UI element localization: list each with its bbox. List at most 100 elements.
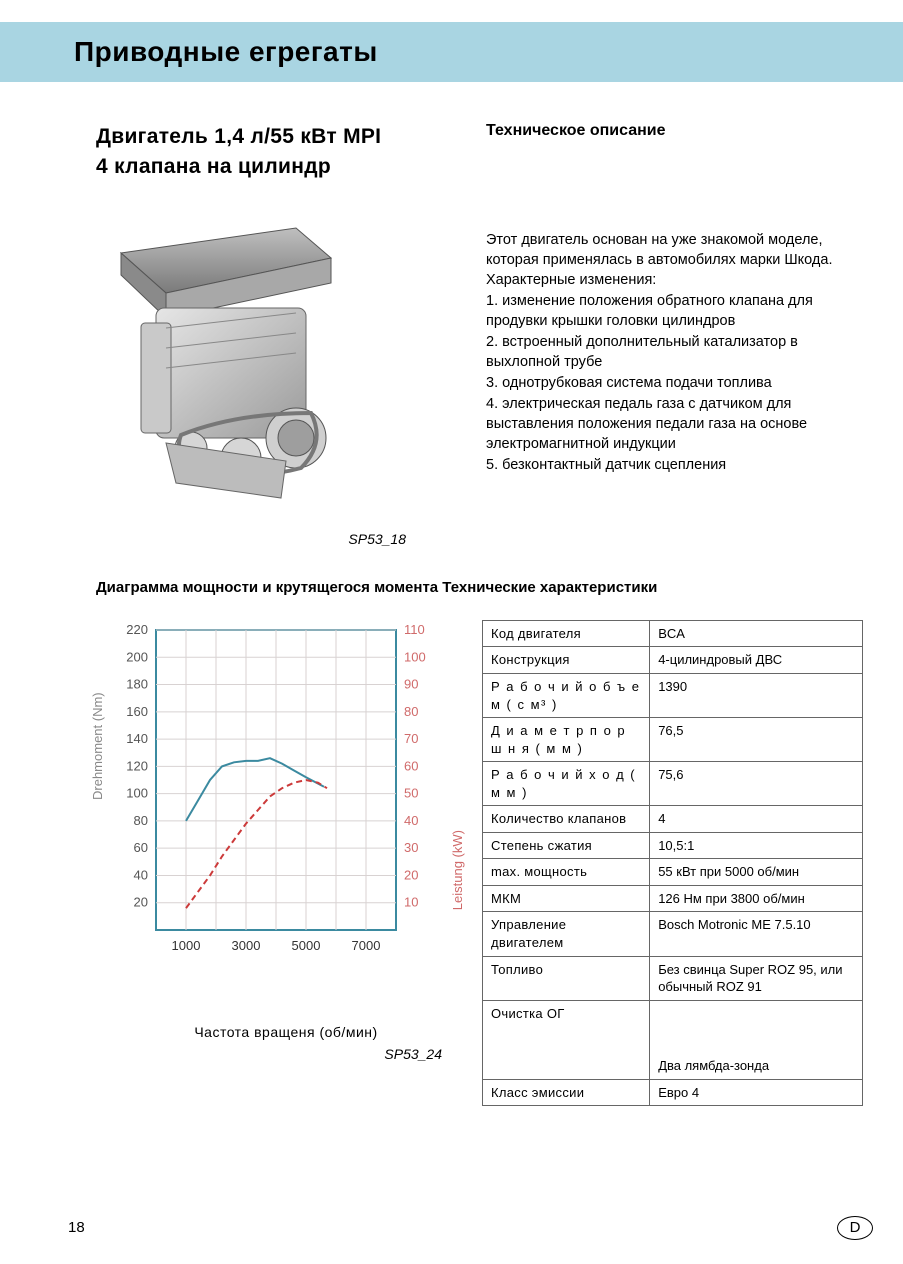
engine-title: Двигатель 1,4 л/55 кВт MPI 4 клапана на … <box>96 122 456 183</box>
spec-label: Топливо <box>483 956 650 1000</box>
svg-text:70: 70 <box>404 731 418 746</box>
svg-text:140: 140 <box>126 731 148 746</box>
svg-text:7000: 7000 <box>352 938 381 953</box>
x-axis-label: Частота вращеня (об/мин) <box>126 1024 446 1040</box>
left-column: Двигатель 1,4 л/55 кВт MPI 4 клапана на … <box>96 122 456 543</box>
tech-desc-item: 1. изменение положения обратного клапана… <box>486 291 843 331</box>
svg-text:80: 80 <box>404 704 418 719</box>
tech-desc-list: 1. изменение положения обратного клапана… <box>486 291 843 475</box>
language-badge: D <box>837 1216 873 1240</box>
svg-text:200: 200 <box>126 649 148 664</box>
spec-value: BCA <box>650 620 863 647</box>
spec-label: Степень сжатия <box>483 832 650 859</box>
svg-text:220: 220 <box>126 622 148 637</box>
spec-label: Код двигателя <box>483 620 650 647</box>
svg-text:40: 40 <box>134 867 148 882</box>
chart-figure-label: SP53_24 <box>96 1046 442 1062</box>
svg-text:20: 20 <box>134 895 148 910</box>
tech-desc-item: 4. электрическая педаль газа с датчиком … <box>486 394 843 454</box>
spec-label: Класс эмиссии <box>483 1079 650 1106</box>
svg-text:100: 100 <box>404 649 426 664</box>
table-row: Управление двигателемBosch Motronic ME 7… <box>483 912 863 956</box>
tech-desc-intro: Этот двигатель основан на уже знакомой м… <box>486 230 843 290</box>
table-row: Д и а м е т р п о р ш н я ( м м )76,5 <box>483 718 863 762</box>
engine-svg <box>96 213 366 513</box>
svg-text:60: 60 <box>404 758 418 773</box>
chart-wrap: Drehmoment (Nm) Leistung (kW) 2040608010… <box>96 620 446 1020</box>
svg-text:5000: 5000 <box>292 938 321 953</box>
table-row: МКМ126 Нм при 3800 об/мин <box>483 885 863 912</box>
table-row: Очистка ОГ Два лямбда-зонда <box>483 1000 863 1079</box>
left-axis-label: Drehmoment (Nm) <box>90 692 105 800</box>
spec-label: Управление двигателем <box>483 912 650 956</box>
tech-desc-title: Техническое описание <box>486 122 843 140</box>
engine-figure: SP53_18 <box>96 213 386 543</box>
page-title: Приводные егрегаты <box>74 36 903 68</box>
svg-text:20: 20 <box>404 867 418 882</box>
page-number: 18 <box>68 1219 85 1236</box>
svg-text:50: 50 <box>404 786 418 801</box>
table-row: Р а б о ч и й х о д ( м м )75,6 <box>483 762 863 806</box>
spec-label: Р а б о ч и й х о д ( м м ) <box>483 762 650 806</box>
spec-value: Евро 4 <box>650 1079 863 1106</box>
section2-row: Drehmoment (Nm) Leistung (kW) 2040608010… <box>96 620 863 1106</box>
spec-column: Код двигателяBCAКонструкция4-цилиндровый… <box>482 620 863 1106</box>
tech-desc-body: Этот двигатель основан на уже знакомой м… <box>486 230 843 475</box>
table-row: max. мощность55 кВт при 5000 об/мин <box>483 859 863 886</box>
spec-value: 4-цилиндровый ДВС <box>650 647 863 674</box>
section-chart-spec: Диаграмма мощности и крутящегося момента… <box>0 543 903 1106</box>
right-column: Техническое описание Этот двигатель осно… <box>486 122 843 543</box>
section2-title: Диаграмма мощности и крутящегося момента… <box>96 579 863 596</box>
spec-value: 126 Нм при 3800 об/мин <box>650 885 863 912</box>
spec-label: max. мощность <box>483 859 650 886</box>
table-row: ТопливоБез свинца Super ROZ 95, или обыч… <box>483 956 863 1000</box>
tech-desc-item: 3. однотрубковая система подачи топлива <box>486 373 843 393</box>
svg-text:160: 160 <box>126 704 148 719</box>
svg-text:110: 110 <box>404 622 425 637</box>
tech-desc-item: 2. встроенный дополнительный катализатор… <box>486 332 843 372</box>
spec-label: Количество клапанов <box>483 806 650 833</box>
svg-text:1000: 1000 <box>172 938 201 953</box>
spec-value: Bosch Motronic ME 7.5.10 <box>650 912 863 956</box>
spec-value: 1390 <box>650 673 863 717</box>
spec-value: Два лямбда-зонда <box>650 1000 863 1079</box>
svg-text:3000: 3000 <box>232 938 261 953</box>
spec-label: Р а б о ч и й о б ъ е м ( с м³ ) <box>483 673 650 717</box>
table-row: Класс эмиссииЕвро 4 <box>483 1079 863 1106</box>
svg-text:80: 80 <box>134 813 148 828</box>
right-axis-label: Leistung (kW) <box>450 830 465 910</box>
engine-illustration <box>96 213 366 513</box>
power-torque-chart: 20 40 60 80 100 120 140 160 180 200 220 10 20 30 40 50 6… <box>96 620 446 980</box>
table-row: Код двигателяBCA <box>483 620 863 647</box>
spec-label: Очистка ОГ <box>483 1000 650 1079</box>
table-row: Р а б о ч и й о б ъ е м ( с м³ )1390 <box>483 673 863 717</box>
spec-value: 76,5 <box>650 718 863 762</box>
chart-column: Drehmoment (Nm) Leistung (kW) 2040608010… <box>96 620 446 1106</box>
engine-title-line1: Двигатель 1,4 л/55 кВт MPI <box>96 122 456 152</box>
table-row: Степень сжатия10,5:1 <box>483 832 863 859</box>
svg-text:180: 180 <box>126 676 148 691</box>
spec-label: Д и а м е т р п о р ш н я ( м м ) <box>483 718 650 762</box>
top-content-row: Двигатель 1,4 л/55 кВт MPI 4 клапана на … <box>0 82 903 543</box>
page-header: Приводные егрегаты <box>0 22 903 82</box>
engine-figure-label: SP53_18 <box>348 531 406 547</box>
svg-text:40: 40 <box>404 813 418 828</box>
svg-text:60: 60 <box>134 840 148 855</box>
spec-value: 75,6 <box>650 762 863 806</box>
svg-text:100: 100 <box>126 786 148 801</box>
spec-table: Код двигателяBCAКонструкция4-цилиндровый… <box>482 620 863 1106</box>
spec-label: Конструкция <box>483 647 650 674</box>
svg-text:30: 30 <box>404 840 418 855</box>
engine-title-line2: 4 клапана на цилиндр <box>96 152 456 182</box>
svg-text:120: 120 <box>126 758 148 773</box>
table-row: Конструкция4-цилиндровый ДВС <box>483 647 863 674</box>
spec-value: 10,5:1 <box>650 832 863 859</box>
spec-value: 55 кВт при 5000 об/мин <box>650 859 863 886</box>
svg-text:10: 10 <box>404 895 418 910</box>
spec-label: МКМ <box>483 885 650 912</box>
spec-value: Без свинца Super ROZ 95, или обычный ROZ… <box>650 956 863 1000</box>
tech-desc-item: 5. безконтактный датчик сцепления <box>486 455 843 475</box>
svg-text:90: 90 <box>404 676 418 691</box>
table-row: Количество клапанов4 <box>483 806 863 833</box>
spec-value: 4 <box>650 806 863 833</box>
